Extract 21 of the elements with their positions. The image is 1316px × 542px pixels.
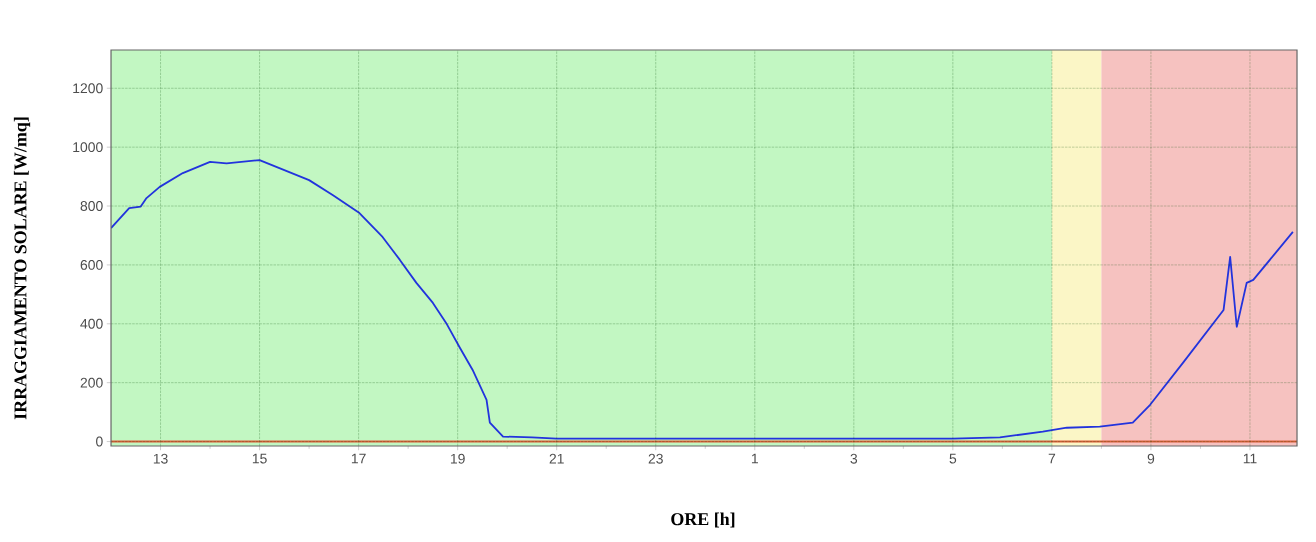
x-tick-label: 9	[1147, 453, 1155, 464]
x-axis-title: ORE [h]	[671, 512, 735, 528]
y-tick-label: 1200	[73, 83, 103, 94]
x-tick-label: 23	[648, 453, 663, 464]
x-tick-label: 5	[949, 453, 957, 464]
x-tick-label: 17	[351, 453, 366, 464]
x-tick-label: 21	[549, 453, 564, 464]
y-tick-label: 600	[80, 259, 103, 270]
y-tick-label: 1000	[73, 142, 103, 153]
y-tick-label: 800	[80, 201, 103, 211]
x-tick-label: 15	[252, 453, 267, 464]
x-tick-label: 7	[1048, 453, 1056, 464]
x-tick-label: 3	[850, 453, 858, 464]
x-tick-label: 13	[153, 453, 168, 464]
y-tick-label: 400	[80, 318, 103, 329]
x-tick-label: 1	[751, 453, 758, 464]
y-tick-label: 0	[96, 436, 103, 447]
x-tick-label: 19	[450, 453, 465, 464]
y-tick-label: 200	[80, 377, 103, 388]
y-axis-title: IRRAGGIAMENTO SOLARE [W/mq]	[13, 117, 31, 420]
x-tick-label: 11	[1243, 453, 1257, 464]
